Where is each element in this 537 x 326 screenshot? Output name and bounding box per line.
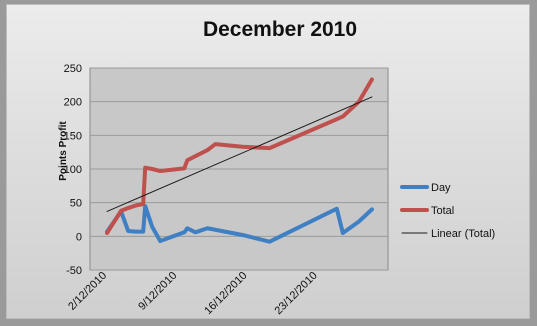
series-line-total — [105, 77, 374, 235]
y-tick-label: -50 — [66, 265, 82, 277]
x-tick-label: 23/12/2010 — [272, 270, 319, 317]
x-tick-label: 16/12/2010 — [202, 270, 249, 317]
legend-label: Day — [431, 182, 451, 194]
y-tick-label: 0 — [76, 231, 82, 243]
legend-label: Linear (Total) — [431, 228, 495, 240]
chart-title: December 2010 — [202, 18, 358, 41]
y-tick-label: 50 — [70, 198, 82, 210]
y-tick-label: 200 — [64, 97, 82, 109]
legend-label: Total — [431, 205, 454, 217]
series-line-day — [105, 204, 374, 244]
x-tick-label: 9/12/2010 — [136, 270, 179, 313]
y-tick-label: 250 — [64, 63, 82, 75]
y-tick-label: 150 — [64, 130, 82, 142]
trendline-linear-total — [106, 96, 373, 212]
y-axis-label: Points Profit — [58, 121, 69, 181]
y-tick-label: 100 — [64, 164, 82, 176]
